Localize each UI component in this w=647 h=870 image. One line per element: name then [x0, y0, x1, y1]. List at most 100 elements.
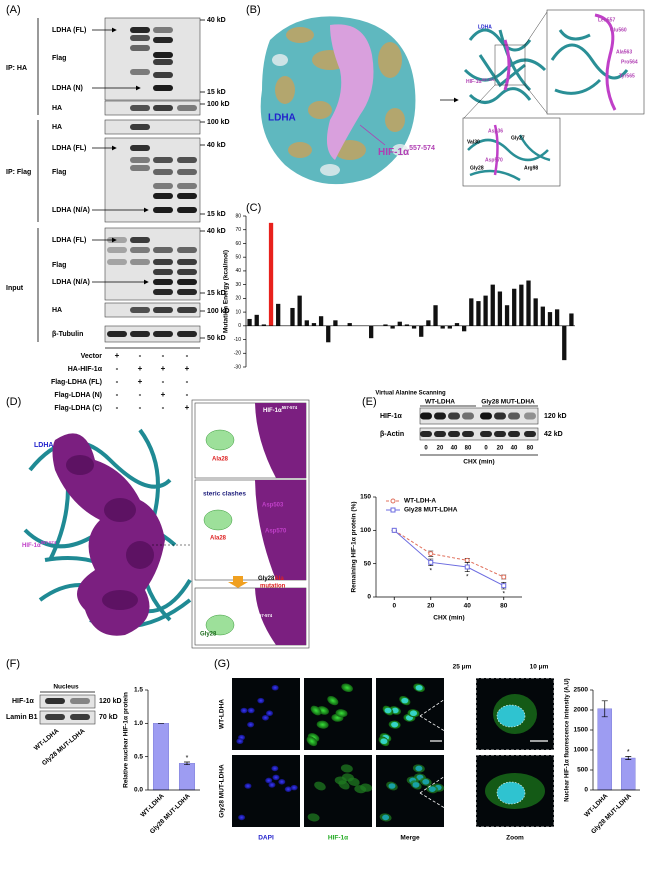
- blot-band: [494, 431, 506, 437]
- mw-marker: 40 kD: [207, 142, 226, 149]
- surface-patch: [378, 42, 402, 78]
- blot-band: [434, 431, 446, 437]
- blot-band: [130, 247, 150, 253]
- marker: [501, 574, 507, 580]
- bar: [526, 280, 531, 326]
- nucleus: [380, 738, 388, 745]
- marker: [391, 527, 397, 533]
- series-line: [393, 529, 504, 587]
- blot-band: [130, 145, 150, 151]
- residue-label: Val30: [467, 139, 480, 145]
- condition-sign: -: [116, 364, 119, 373]
- y-tick-label: -10: [234, 337, 241, 343]
- condition-label: Flag-LDHA (FL): [51, 379, 102, 386]
- mutation-arrow: [228, 576, 248, 588]
- condition-sign: -: [116, 403, 119, 412]
- y-tick-label: 2500: [574, 687, 589, 694]
- label-main: HIF-1α: [378, 147, 410, 158]
- cell: [327, 696, 339, 706]
- blot-band: [130, 27, 150, 33]
- row-label: Flag: [52, 169, 66, 176]
- mw-marker: 120 kD: [99, 698, 122, 705]
- row-label: LDHA (FL): [52, 145, 86, 152]
- label-main: Gly28: [258, 576, 275, 582]
- mw-marker: 100 kD: [207, 119, 230, 126]
- blot-band: [130, 259, 150, 265]
- bar: [540, 306, 545, 326]
- condition-sign: -: [139, 390, 142, 399]
- blot-band: [130, 165, 150, 171]
- condition-sign: +: [115, 351, 120, 360]
- lane-label: 0: [424, 446, 428, 452]
- residue-label: Leu557: [598, 17, 615, 23]
- y-tick-label: 1.0: [134, 720, 143, 727]
- column-label: Zoom: [506, 835, 524, 842]
- label-main: HIF-1α: [238, 616, 257, 622]
- mw-marker: 120 kD: [544, 413, 567, 420]
- legend-marker: [390, 498, 396, 504]
- blot-band: [177, 183, 197, 189]
- row-label: Flag: [52, 55, 66, 62]
- residue-label: Gly28: [200, 632, 217, 638]
- series-line: [393, 529, 504, 578]
- significance: *: [627, 749, 630, 756]
- panel-label: (G): [214, 658, 230, 670]
- mutation-label: Gly28Ala: [258, 576, 284, 582]
- surface-patch: [102, 590, 138, 610]
- nucleus: [428, 786, 436, 792]
- condition-sign: +: [138, 364, 143, 373]
- condition-sign: -: [162, 377, 165, 386]
- peptide-surface: [255, 588, 306, 645]
- blot-band: [420, 412, 432, 420]
- ribbon: [550, 43, 629, 80]
- scale-bar-label: 25 μm: [453, 664, 472, 671]
- x-tick-label: WT-LDHA: [139, 792, 165, 818]
- nucleus: [257, 697, 265, 704]
- bar: [461, 325, 467, 332]
- lane-label: 20: [437, 446, 444, 452]
- x-tick-label: Gly28 MUT-LDHA: [590, 792, 633, 835]
- zoom-line: [419, 677, 477, 717]
- cell: [306, 736, 318, 747]
- blot-band: [45, 714, 65, 720]
- blot-band: [130, 45, 150, 51]
- peptide-surface: [255, 403, 306, 478]
- panel-label: (E): [362, 396, 377, 408]
- protein-label: LDHA: [34, 442, 53, 449]
- blot-band: [107, 247, 127, 253]
- column-label: DAPI: [258, 835, 274, 842]
- nucleus: [247, 707, 255, 714]
- peptide-surface: [52, 433, 165, 636]
- blot-band: [153, 259, 173, 265]
- condition-sign: +: [138, 377, 143, 386]
- label-sup: Ala: [274, 576, 284, 582]
- condition-sign: -: [186, 351, 189, 360]
- mw-marker: 50 kD: [207, 335, 226, 342]
- condition-sign: -: [162, 351, 165, 360]
- blot-band: [70, 698, 90, 704]
- blot-band: [462, 431, 474, 437]
- peptide-label: HIF-1α557-574: [378, 145, 435, 157]
- blot-band: [177, 247, 197, 253]
- residue-label: Glu560: [610, 27, 627, 33]
- y-tick-label: -30: [234, 364, 241, 370]
- residue-label: Asp503: [262, 503, 284, 509]
- x-tick-label: 20: [427, 603, 435, 610]
- condition-label: Flag-LDHA (N): [54, 392, 102, 399]
- bar: [254, 314, 259, 326]
- blot-band: [153, 72, 173, 78]
- y-axis-label: Relative nuclear HIF-1α protein: [123, 692, 130, 788]
- bar: [261, 324, 267, 326]
- condition-label: Vector: [81, 353, 103, 360]
- blot-band: [153, 183, 173, 189]
- nucleus: [261, 714, 269, 721]
- blot-band: [177, 307, 197, 313]
- row-label: HA: [52, 307, 62, 314]
- row-label: LDHA (N/A): [52, 207, 90, 214]
- label-main: HIF-1α: [22, 543, 41, 549]
- residue-label: Ala563: [616, 49, 632, 55]
- blot-band: [508, 431, 520, 437]
- blot-band: [130, 105, 150, 111]
- zoom-line: [419, 754, 477, 794]
- nucleus: [391, 707, 399, 714]
